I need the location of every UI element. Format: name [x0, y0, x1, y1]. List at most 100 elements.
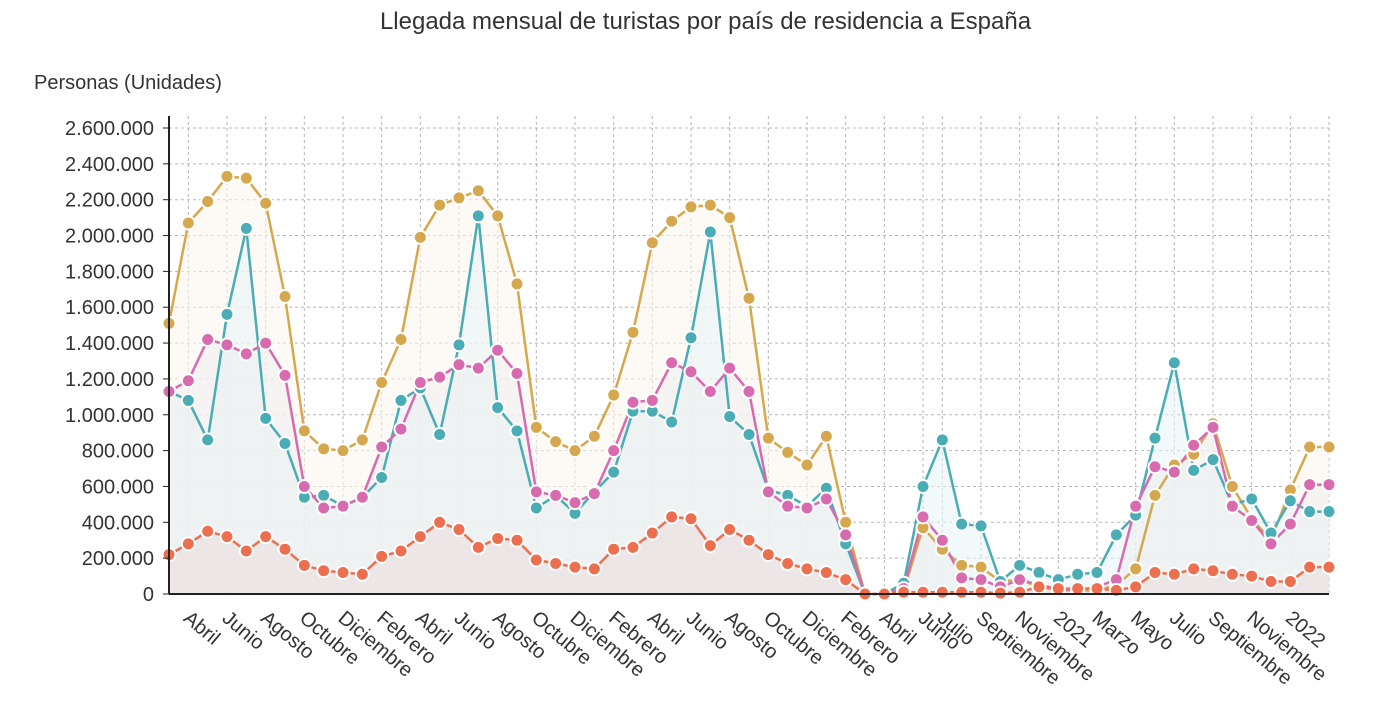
series-1-point — [917, 480, 930, 493]
series-0-point — [549, 435, 562, 448]
series-2-point — [221, 338, 234, 351]
series-3-point — [337, 566, 350, 579]
series-0-point — [588, 430, 601, 443]
series-2-point — [453, 358, 466, 371]
series-1-point — [530, 501, 543, 514]
series-1-point — [723, 410, 736, 423]
series-1-point — [491, 401, 504, 414]
series-3-point — [917, 586, 930, 599]
series-0-point — [240, 172, 253, 185]
series-1-point — [1245, 493, 1258, 506]
series-1-point — [1149, 432, 1162, 445]
series-2-point — [279, 369, 292, 382]
series-2-point — [414, 376, 427, 389]
x-tick-label: Junio — [218, 607, 269, 655]
y-tick-label: 1.400.000 — [65, 333, 154, 355]
series-2-point — [1207, 421, 1220, 434]
series-2-point — [839, 528, 852, 541]
series-0-point — [955, 559, 968, 572]
series-2-point — [743, 385, 756, 398]
series-0-point — [1323, 441, 1336, 454]
series-1-point — [1071, 568, 1084, 581]
series-0-point — [1226, 480, 1239, 493]
series-3-point — [511, 534, 524, 547]
series-3-point — [627, 541, 640, 554]
series-1-point — [395, 394, 408, 407]
series-3-point — [414, 530, 427, 543]
series-3-point — [259, 530, 272, 543]
series-2-point — [1245, 514, 1258, 527]
y-tick-label: 1.800.000 — [65, 261, 154, 283]
series-0-point — [182, 216, 195, 229]
series-3-point — [820, 566, 833, 579]
series-1-point — [375, 471, 388, 484]
series-0-point — [511, 277, 524, 290]
series-1-point — [685, 331, 698, 344]
series-3-point — [1033, 580, 1046, 593]
series-3-point — [646, 527, 659, 540]
series-2-point — [665, 356, 678, 369]
series-2-point — [317, 501, 330, 514]
x-tick-label: Abril — [179, 607, 224, 650]
x-tick-labels: AbrilJunioAgostoOctubreDiciembreFebreroA… — [179, 607, 1331, 690]
series-0-point — [627, 326, 640, 339]
series-1-point — [936, 433, 949, 446]
series-2-point — [549, 489, 562, 502]
series-0-point — [839, 516, 852, 529]
series-0-point — [472, 184, 485, 197]
y-tick-label: 2.400.000 — [65, 154, 154, 176]
series-1-point — [279, 437, 292, 450]
y-tick-label: 2.000.000 — [65, 226, 154, 248]
series-2-point — [685, 365, 698, 378]
series-3-point — [1284, 575, 1297, 588]
series-0-point — [665, 215, 678, 228]
series-1-point — [1323, 505, 1336, 518]
series-1-point — [955, 518, 968, 531]
series-0-point — [743, 292, 756, 305]
series-2-point — [975, 573, 988, 586]
y-tick-label: 400.000 — [82, 512, 154, 534]
series-0-point — [201, 195, 214, 208]
series-3-point — [975, 586, 988, 599]
y-tick-label: 2.200.000 — [65, 190, 154, 212]
series-0-point — [433, 199, 446, 212]
series-1-point — [1013, 559, 1026, 572]
series-3-point — [395, 544, 408, 557]
series-1-point — [975, 519, 988, 532]
series-1-point — [743, 428, 756, 441]
series-0-point — [762, 432, 775, 445]
series-3-point — [762, 548, 775, 561]
series-3-point — [743, 534, 756, 547]
y-tick-label: 2.600.000 — [65, 118, 154, 140]
series-0-point — [646, 236, 659, 249]
series-1-point — [317, 489, 330, 502]
series-2-point — [491, 344, 504, 357]
series-3-point — [375, 550, 388, 563]
series-1-point — [182, 394, 195, 407]
series-3-point — [955, 586, 968, 599]
series-2-point — [472, 362, 485, 375]
series-0-point — [221, 170, 234, 183]
series-3-point — [1149, 566, 1162, 579]
series-2-point — [569, 496, 582, 509]
series-2-point — [762, 485, 775, 498]
series-3-point — [936, 586, 949, 599]
series-1-point — [1207, 453, 1220, 466]
series-0-point — [375, 376, 388, 389]
series-0-point — [453, 191, 466, 204]
x-tick-label: Junio — [682, 607, 733, 655]
series-2-point — [820, 493, 833, 506]
series-3-point — [491, 532, 504, 545]
series-3-point — [1245, 570, 1258, 583]
series-2-point — [337, 500, 350, 513]
series-1-point — [1284, 494, 1297, 507]
series-0-point — [356, 433, 369, 446]
series-2-point — [607, 444, 620, 457]
series-1-point — [1091, 566, 1104, 579]
series-0-point — [975, 561, 988, 574]
series-1-point — [511, 424, 524, 437]
series-2-point — [259, 337, 272, 350]
y-tick-label: 0 — [143, 584, 154, 606]
series-2-point — [704, 385, 717, 398]
series-1-point — [453, 338, 466, 351]
